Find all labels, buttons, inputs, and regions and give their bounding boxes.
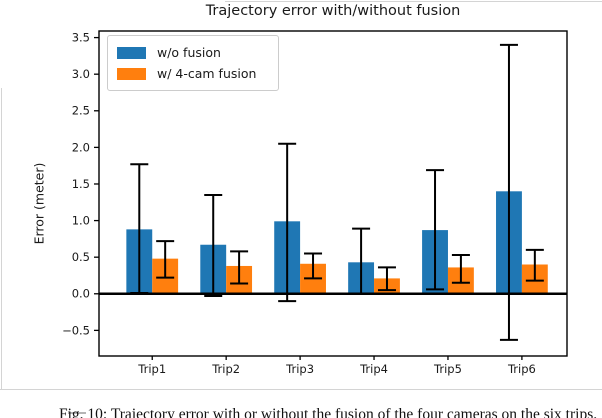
x-tick-label: Trip4 <box>359 362 388 376</box>
legend-label: w/o fusion <box>157 45 221 60</box>
caption-fragment: Fig. 10: Trajectory error with or withou… <box>59 406 598 418</box>
plot-border <box>98 30 568 357</box>
x-tick-label: Trip6 <box>507 362 536 376</box>
y-tick-label: 1.5 <box>72 177 90 191</box>
figure-border-bottom <box>0 389 602 390</box>
legend-entry-wo-fusion: w/o fusion <box>117 42 268 63</box>
legend: w/o fusion w/ 4-cam fusion <box>107 35 279 91</box>
caption-link-box <box>68 412 86 414</box>
figure-border-left <box>1 88 2 390</box>
legend-swatch-orange-icon <box>117 67 146 80</box>
y-tick-label: 2.0 <box>72 140 90 154</box>
x-tick-label: Trip1 <box>137 362 166 376</box>
chart-title: Trajectory error with/without fusion <box>205 3 461 19</box>
y-tick-label: 3.5 <box>72 30 90 44</box>
y-axis-label: Error (meter) <box>31 162 47 245</box>
y-tick-label: 2.5 <box>72 104 90 118</box>
legend-entry-4cam-fusion: w/ 4-cam fusion <box>117 63 268 84</box>
y-tick-label: 0.0 <box>72 287 90 301</box>
y-tick-label: 3.0 <box>72 67 90 81</box>
x-tick-label: Trip3 <box>285 362 314 376</box>
y-tick-label: −0.5 <box>62 323 90 337</box>
legend-label: w/ 4-cam fusion <box>157 66 257 81</box>
figure-border-top <box>225 1 602 2</box>
bar-chart: −0.5 0.0 0.5 1.0 1.5 2.0 2.5 3.0 3.5 Trip1 Trip2 Tr… <box>62 30 568 376</box>
x-tick-label: Trip5 <box>433 362 462 376</box>
legend-swatch-blue-icon <box>117 46 146 59</box>
figure-area: −0.5 0.0 0.5 1.0 1.5 2.0 2.5 3.0 3.5 Trip1 Trip2 Tr… <box>31 3 568 376</box>
y-tick-label: 0.5 <box>72 250 90 264</box>
y-tick-label: 1.0 <box>72 213 90 227</box>
x-tick-label: Trip2 <box>211 362 240 376</box>
